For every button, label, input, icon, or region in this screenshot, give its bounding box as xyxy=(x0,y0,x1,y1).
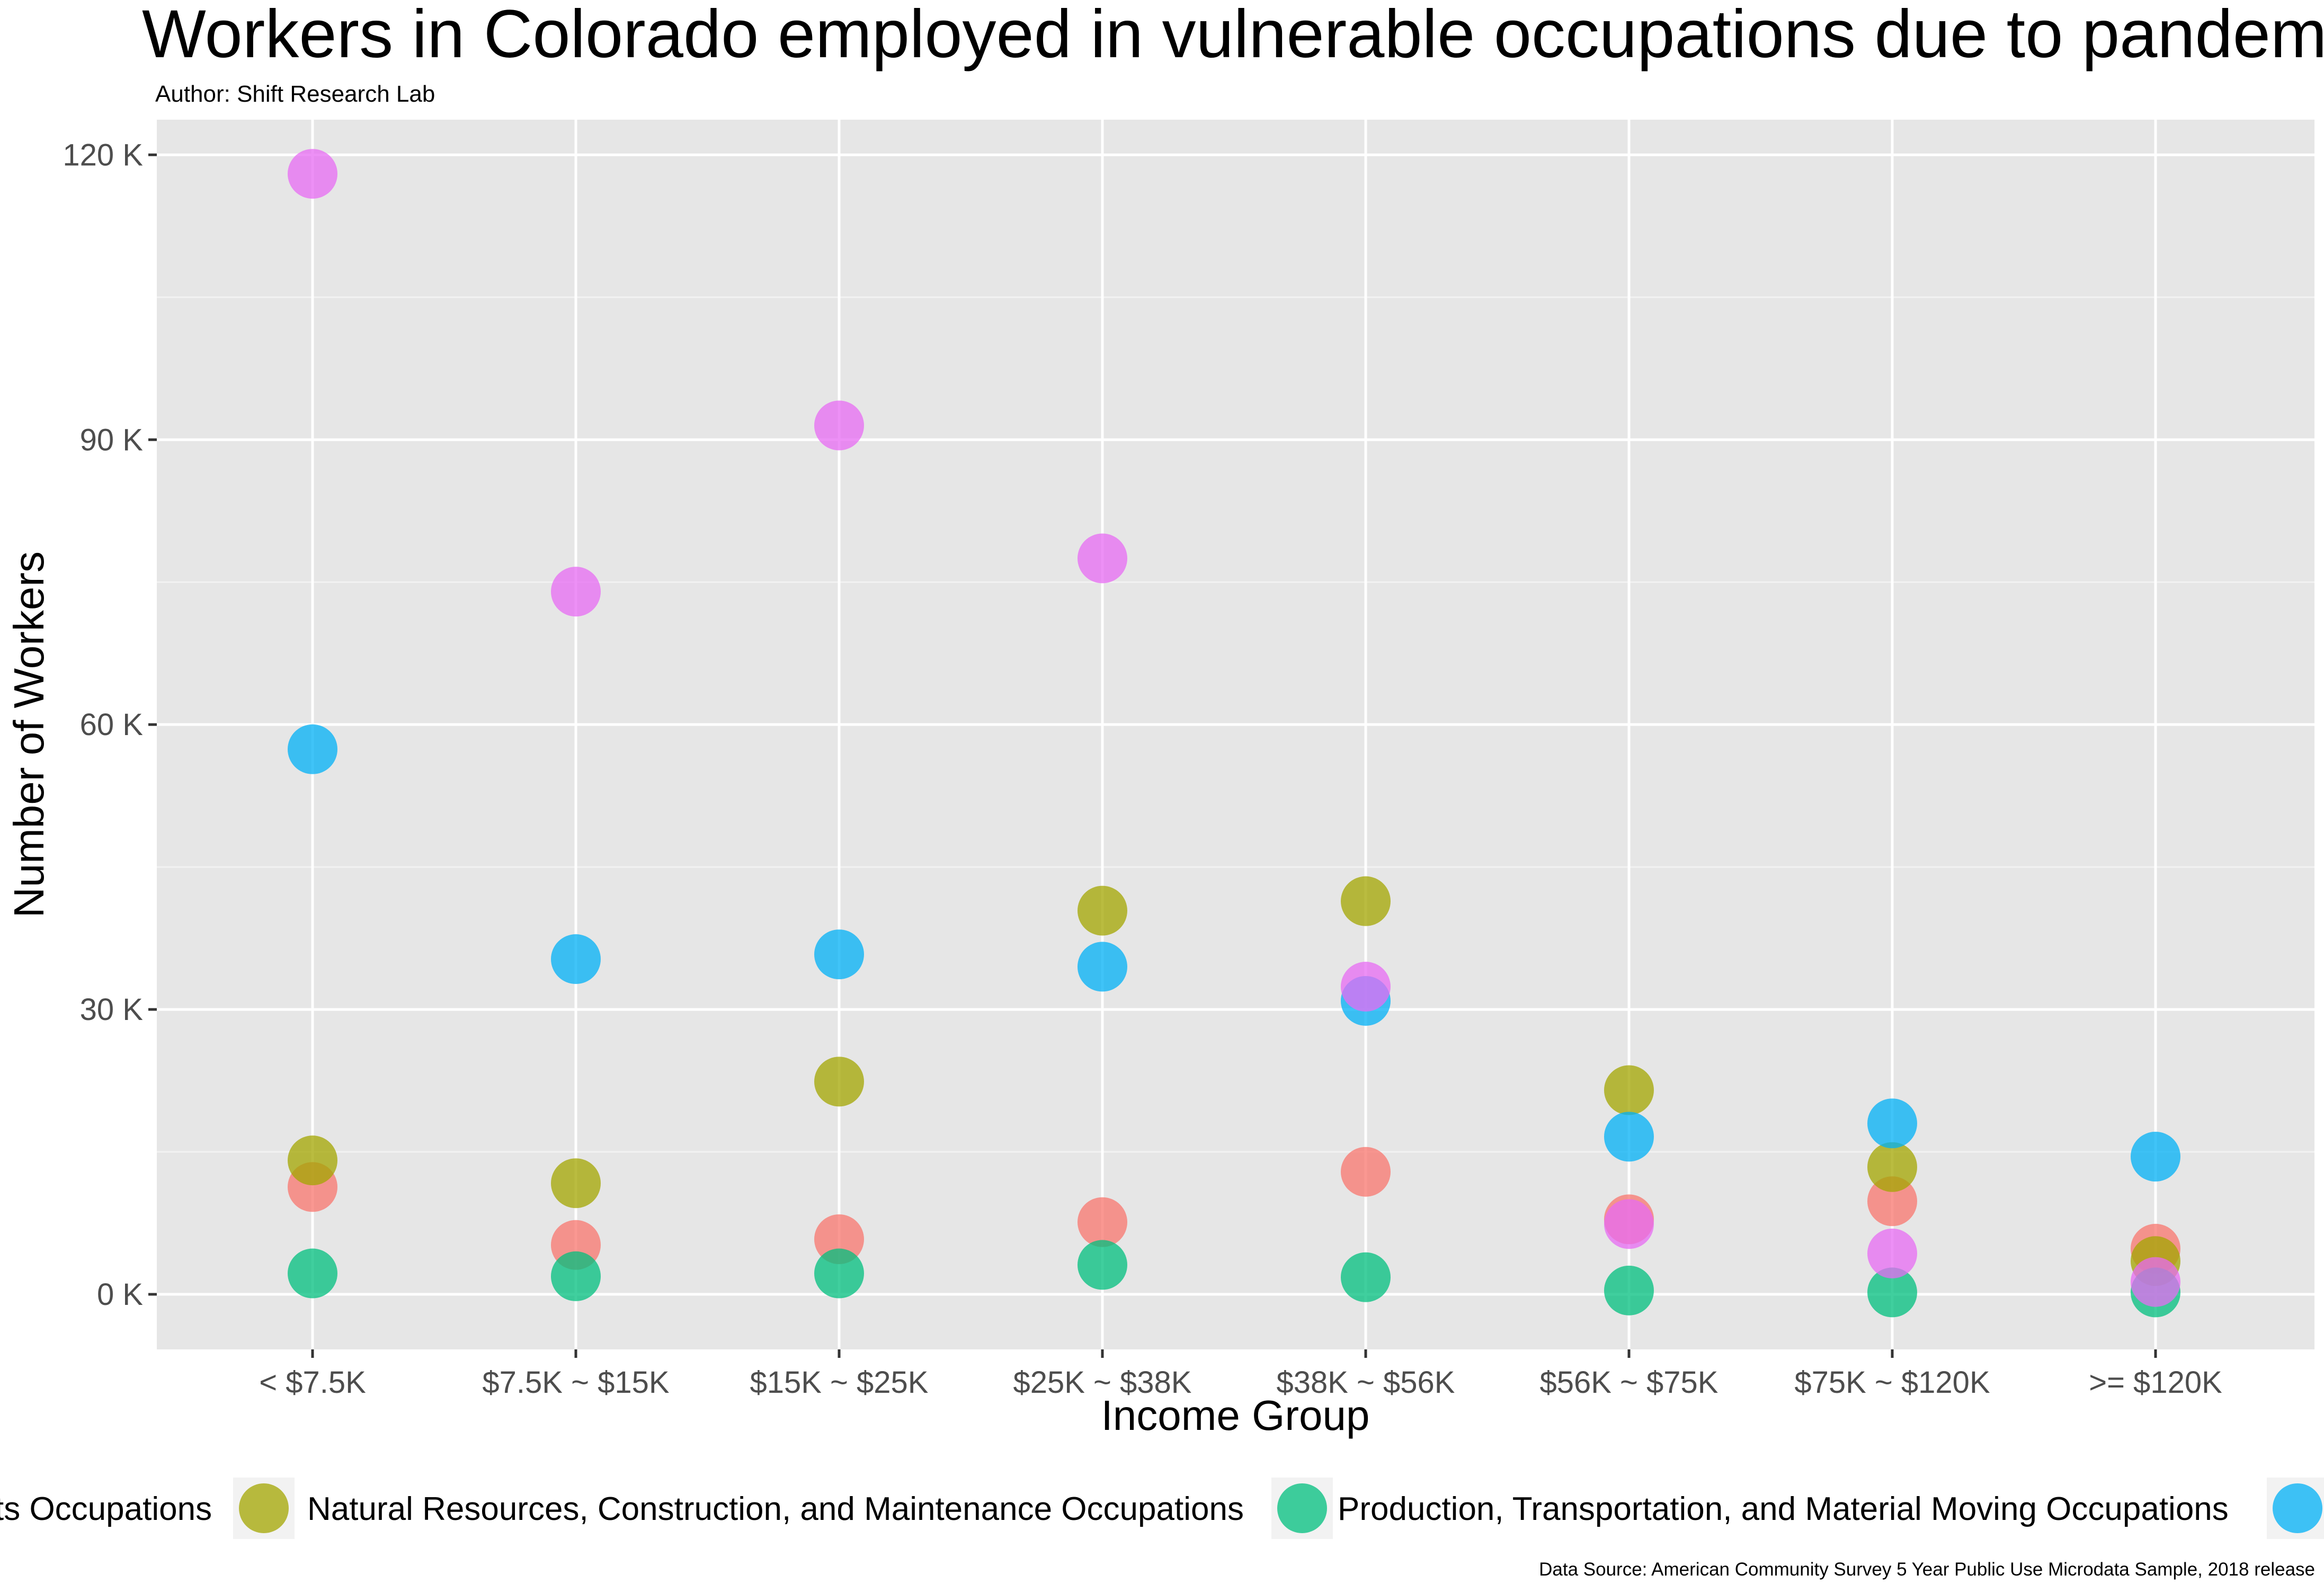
x-tick-label: $7.5K ~ $15K xyxy=(482,1365,669,1400)
data-point xyxy=(2131,1132,2180,1182)
x-tick-label: $56K ~ $75K xyxy=(1539,1365,1718,1400)
data-point xyxy=(1078,533,1127,584)
data-point xyxy=(1867,1098,1917,1149)
data-point xyxy=(814,1057,864,1107)
x-tick-label: $15K ~ $25K xyxy=(750,1365,928,1400)
data-point xyxy=(2131,1257,2180,1307)
data-point xyxy=(551,1251,601,1301)
y-tick-label: 30 K xyxy=(80,992,144,1027)
chart-subtitle: Author: Shift Research Lab xyxy=(155,81,435,107)
data-point xyxy=(551,567,601,617)
data-point xyxy=(288,724,337,774)
data-point xyxy=(288,149,337,199)
legend-swatch xyxy=(1277,1483,1327,1533)
x-tick-label: < $7.5K xyxy=(259,1365,366,1400)
data-point xyxy=(1341,962,1391,1012)
legend-swatch xyxy=(2273,1483,2322,1533)
y-axis: 0 K 30 K 60 K 90 K 120 K xyxy=(63,138,157,1312)
x-tick-label: $25K ~ $38K xyxy=(1013,1365,1191,1400)
data-point xyxy=(814,929,864,980)
data-point xyxy=(1078,1240,1127,1290)
y-tick-label: 120 K xyxy=(63,138,143,172)
plot-panel xyxy=(157,120,2314,1349)
data-point xyxy=(1078,942,1127,992)
data-point xyxy=(551,1158,601,1209)
data-point xyxy=(1604,1065,1654,1115)
data-point xyxy=(288,1248,337,1299)
y-tick-label: 90 K xyxy=(80,423,144,457)
x-axis: < $7.5K $7.5K ~ $15K $15K ~ $25K $25K ~ $38… xyxy=(259,1349,2222,1400)
y-tick-label: 60 K xyxy=(80,708,144,742)
data-point xyxy=(814,1214,864,1265)
x-tick-label: $38K ~ $56K xyxy=(1276,1365,1455,1400)
data-point xyxy=(1604,1112,1654,1162)
major-gridlines xyxy=(157,120,2314,1349)
legend-label: Production, Transportation, and Material… xyxy=(1338,1491,2229,1527)
legend-label: ts Occupations xyxy=(0,1491,212,1527)
x-tick-label: >= $120K xyxy=(2089,1365,2222,1400)
data-point xyxy=(1341,876,1391,926)
chart-caption: Data Source: American Community Survey 5… xyxy=(1539,1559,2315,1580)
data-point xyxy=(1341,1147,1391,1197)
y-tick-label: 0 K xyxy=(97,1277,143,1312)
data-point xyxy=(1867,1142,1917,1192)
data-point xyxy=(1078,1197,1127,1247)
chart-title: Workers in Colorado employed in vulnerab… xyxy=(142,0,2324,72)
y-axis-title: Number of Workers xyxy=(5,551,52,918)
x-tick-label: $75K ~ $120K xyxy=(1794,1365,1990,1400)
data-point xyxy=(1078,885,1127,936)
data-point xyxy=(1604,1265,1654,1315)
data-point xyxy=(1604,1199,1654,1249)
data-points xyxy=(288,149,2180,1318)
x-axis-title: Income Group xyxy=(1101,1392,1370,1439)
data-point xyxy=(1341,1252,1391,1302)
data-point xyxy=(814,400,864,451)
data-point xyxy=(1867,1267,1917,1318)
data-point xyxy=(1867,1176,1917,1227)
legend: ts Occupations Natural Resources, Constru… xyxy=(0,1478,2324,1539)
minor-gridlines xyxy=(157,296,2314,1153)
legend-swatch xyxy=(239,1483,289,1533)
legend-label: Natural Resources, Construction, and Mai… xyxy=(307,1491,1244,1527)
data-point xyxy=(814,1248,864,1299)
data-point xyxy=(288,1135,337,1186)
data-point xyxy=(1867,1228,1917,1278)
data-point xyxy=(551,934,601,985)
